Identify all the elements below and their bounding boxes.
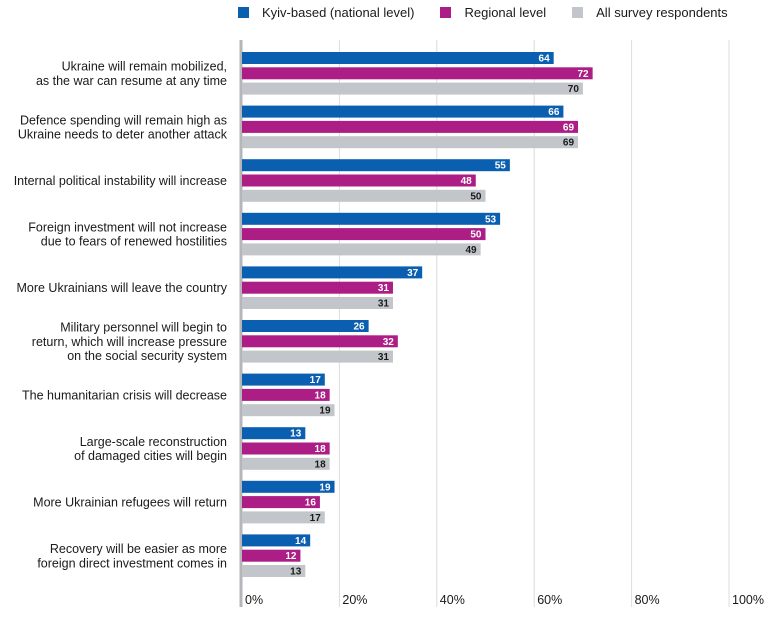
bar — [242, 480, 335, 493]
bar — [242, 565, 306, 577]
category-label: foreign direct investment comes in — [37, 556, 227, 570]
category-label: Foreign investment will not increase — [28, 221, 227, 235]
category-label: as the war can resume at any time — [36, 74, 227, 88]
bar — [242, 335, 398, 348]
category-label: Military personnel will begin to — [60, 321, 227, 335]
chart-legend: Kyiv-based (national level) Regional lev… — [238, 4, 754, 20]
bar — [242, 388, 330, 401]
data-label: 19 — [319, 482, 331, 493]
data-label: 14 — [295, 536, 307, 547]
category-label: Defence spending will remain high as — [20, 113, 227, 127]
bar — [242, 67, 593, 80]
data-label: 13 — [290, 429, 302, 440]
category-label: Internal political instability will incr… — [14, 174, 227, 188]
x-tick-label: 80% — [635, 593, 660, 607]
category-label: The humanitarian crisis will decrease — [22, 388, 227, 402]
category-label: Ukraine will remain mobilized, — [62, 60, 227, 74]
data-label: 17 — [310, 513, 322, 524]
bar — [242, 457, 330, 470]
category-label: on the social security system — [67, 349, 227, 363]
bar — [242, 534, 311, 547]
bar — [242, 427, 306, 440]
data-label: 18 — [315, 390, 327, 401]
bar — [242, 442, 330, 455]
data-label: 12 — [285, 551, 297, 562]
category-label: due to fears of renewed hostilities — [41, 235, 227, 249]
data-label: 64 — [539, 54, 551, 65]
x-tick-label: 60% — [537, 593, 562, 607]
bar — [242, 511, 325, 524]
data-label: 31 — [378, 283, 390, 294]
x-tick-label: 20% — [342, 593, 367, 607]
category-label: Ukraine needs to deter another attack — [18, 128, 228, 142]
bar — [242, 228, 486, 241]
category-label: More Ukrainians will leave the country — [16, 281, 227, 295]
bar — [242, 496, 320, 509]
data-label: 13 — [290, 567, 302, 578]
legend-swatch-regional — [440, 6, 452, 18]
bar — [242, 159, 510, 172]
x-tick-label: 40% — [440, 593, 465, 607]
data-label: 37 — [407, 268, 419, 279]
data-label: 19 — [319, 406, 331, 417]
legend-item-all: All survey respondents — [572, 5, 728, 20]
data-label: 49 — [466, 245, 478, 256]
bar — [242, 297, 393, 309]
data-label: 17 — [310, 375, 322, 386]
bar — [242, 281, 393, 294]
bar — [242, 120, 579, 133]
data-label: 26 — [353, 322, 365, 333]
data-label: 18 — [315, 459, 327, 470]
bar — [242, 404, 335, 417]
legend-label-kyiv: Kyiv-based (national level) — [262, 4, 415, 20]
legend-label-all: All survey respondents — [596, 4, 728, 20]
data-label: 55 — [495, 161, 507, 172]
category-label: return, which will increase pressure — [32, 335, 227, 349]
data-label: 50 — [470, 191, 482, 202]
data-label: 32 — [383, 337, 395, 348]
bar — [242, 136, 579, 149]
data-label: 31 — [378, 299, 390, 310]
data-label: 31 — [378, 352, 390, 363]
bar — [242, 320, 369, 332]
data-label: 16 — [305, 498, 317, 509]
x-tick-label: 0% — [245, 593, 263, 607]
data-label: 53 — [485, 214, 497, 225]
data-label: 50 — [470, 230, 482, 241]
x-tick-label: 100% — [732, 593, 764, 607]
legend-item-kyiv: Kyiv-based (national level) — [238, 5, 414, 20]
bar — [242, 82, 583, 95]
bar — [242, 174, 476, 187]
bar — [242, 243, 481, 256]
category-label: of damaged cities will begin — [74, 449, 227, 463]
data-label: 69 — [563, 138, 575, 149]
bar — [242, 212, 501, 225]
bar — [242, 189, 486, 202]
bar — [242, 373, 325, 386]
legend-label-regional: Regional level — [464, 4, 547, 20]
data-label: 72 — [578, 69, 590, 80]
legend-swatch-all — [572, 6, 584, 18]
data-label: 18 — [315, 444, 327, 455]
category-label: More Ukrainian refugees will return — [33, 496, 227, 510]
category-label: Recovery will be easier as more — [50, 542, 227, 556]
legend-swatch-kyiv — [238, 6, 249, 18]
bar — [242, 350, 393, 363]
category-label: Large-scale reconstruction — [80, 435, 227, 449]
data-label: 69 — [563, 122, 575, 133]
legend-item-regional: Regional level — [440, 5, 546, 20]
bar — [242, 52, 554, 64]
bar — [242, 549, 301, 562]
data-label: 70 — [568, 84, 580, 95]
data-label: 66 — [548, 107, 560, 118]
data-label: 48 — [461, 176, 473, 187]
bar — [242, 266, 423, 279]
bar — [242, 105, 564, 118]
